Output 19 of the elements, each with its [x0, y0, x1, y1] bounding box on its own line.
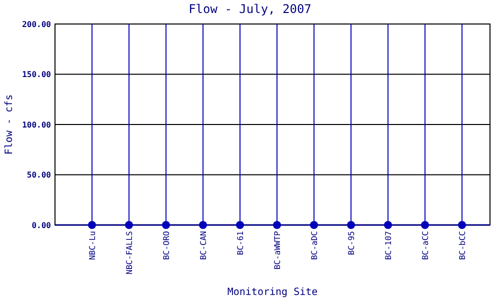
y-tick-label: 0.00 [32, 220, 52, 230]
y-tick-label: 200.00 [22, 20, 52, 29]
x-tick-label: BC-95 [346, 230, 356, 256]
y-tick-label: 150.00 [22, 70, 52, 80]
x-tick-label: BC-aDC [310, 230, 319, 260]
x-tick-label: BC-107 [384, 230, 393, 260]
x-tick-label: BC-61 [236, 230, 245, 256]
x-tick-label: BC-bCC [458, 230, 467, 260]
x-tick-label: BC-aWWTP [272, 230, 282, 270]
y-axis-title: Flow - cfs [4, 94, 15, 155]
x-tick-label: NBC-FALLS [124, 230, 134, 274]
y-tick-label: 100.00 [22, 120, 52, 130]
x-tick-label: NBC-Lu [88, 230, 97, 260]
y-tick-label: 50.00 [26, 170, 52, 180]
x-tick-label: BC-CAN [198, 230, 208, 260]
chart-title: Flow - July, 2007 [188, 2, 312, 16]
x-tick-label: BC-aCC [420, 230, 430, 260]
x-tick-label: BC-ORO [162, 230, 171, 260]
x-axis-title: Monitoring Site [227, 287, 318, 298]
